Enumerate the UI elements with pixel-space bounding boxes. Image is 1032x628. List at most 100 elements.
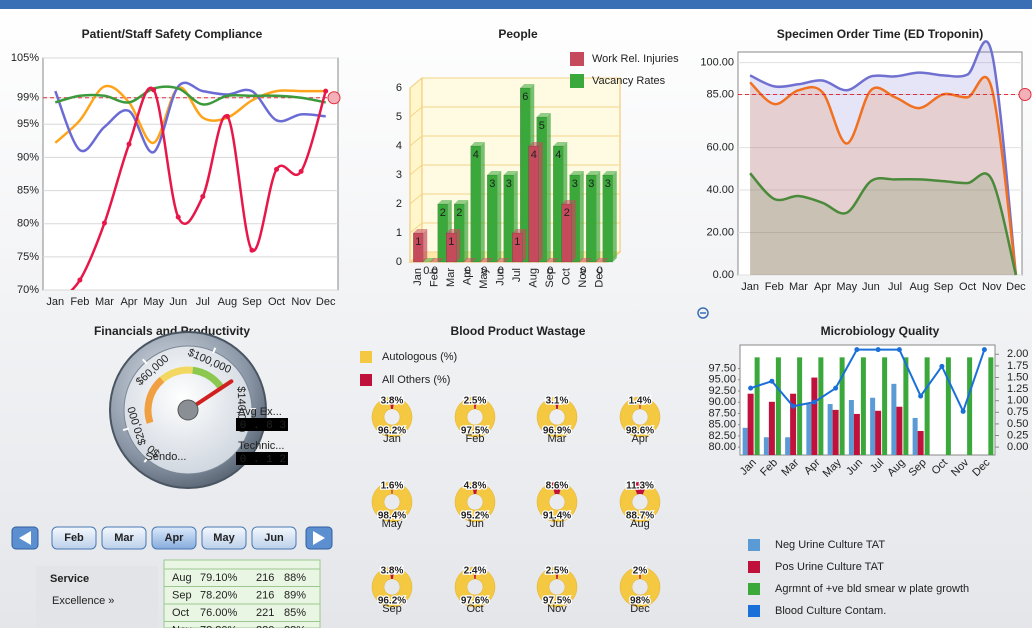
series-area [750, 76, 1016, 275]
series-line [54, 81, 326, 154]
category-label: Apr [631, 433, 648, 445]
nav-month-label[interactable]: May [213, 532, 235, 544]
bar [917, 430, 924, 455]
data-label: 96.2% [378, 426, 406, 437]
point [981, 347, 987, 353]
data-label: 2% [633, 566, 648, 577]
service-title: Service [50, 573, 89, 585]
nav-month-button[interactable] [201, 526, 247, 550]
collapse-icon[interactable] [697, 307, 709, 319]
nav-month-label[interactable]: Mar [114, 532, 134, 544]
gauge-tick [122, 427, 130, 432]
y2-tick-label: 0.25 [1007, 429, 1028, 441]
donut-slice [619, 396, 661, 438]
point [298, 168, 304, 174]
y-tick-label: 95% [17, 118, 39, 130]
data-label: 8.6% [546, 481, 569, 492]
table-cell: 85% [284, 607, 306, 619]
data-label: 4 [531, 149, 537, 161]
category-label: Jan [383, 433, 401, 445]
grid-line [409, 77, 620, 89]
y-tick-label: 3 [396, 169, 402, 181]
point [748, 385, 754, 391]
chart-title: Microbiology Quality [821, 324, 940, 338]
table-cell: 216 [256, 572, 274, 584]
y-tick-label: 0.00 [713, 269, 734, 281]
bar-top [578, 258, 593, 262]
plot-area [739, 344, 996, 456]
data-label: 0 [432, 265, 438, 277]
legend-swatch [360, 374, 372, 386]
bar [790, 393, 797, 455]
y-tick-label: 97.50 [708, 362, 736, 374]
x-tick-label: May [478, 268, 490, 289]
data-label: 2 [456, 207, 462, 219]
nav-month-button[interactable] [151, 526, 197, 550]
y-tick-label: 92.50 [708, 385, 736, 397]
table-cell: 216 [256, 589, 274, 601]
point [769, 378, 775, 384]
nav-month-button[interactable] [101, 526, 147, 550]
donut-slice [473, 397, 477, 410]
donut-slice [473, 567, 477, 580]
bar-top [545, 258, 560, 262]
bar-top [479, 258, 494, 262]
header-bar [0, 0, 1032, 9]
y-tick-label: 85.00 [708, 419, 736, 431]
x-tick-label: Dec [316, 296, 336, 308]
bar [768, 401, 775, 455]
bar [811, 377, 818, 455]
x-tick-label: Dec [1006, 281, 1026, 293]
y-tick-label: 82.50 [708, 430, 736, 442]
point [126, 141, 132, 147]
bar-top [470, 142, 485, 146]
x-tick-label: Feb [429, 268, 441, 287]
point [323, 88, 329, 94]
x-tick-label: Jul [888, 281, 902, 293]
data-label: 97.5% [543, 596, 571, 607]
x-tick-label: Jun [169, 296, 187, 308]
y-tick-label: 80.00 [708, 441, 736, 453]
y-tick-label: 85.00 [706, 88, 734, 100]
donut-slice [536, 566, 578, 608]
data-label: 2.5% [464, 396, 487, 407]
bar [827, 404, 833, 455]
grid-line [409, 135, 620, 147]
nav-month-button[interactable] [251, 526, 297, 550]
bar-top [437, 200, 452, 204]
bar-side [596, 171, 601, 262]
table-cell: 220 [256, 624, 274, 628]
data-label: 3.8% [381, 566, 404, 577]
table-cell: 221 [256, 607, 274, 619]
data-label: 96.2% [378, 596, 406, 607]
data-label: 0 [580, 265, 586, 277]
data-label: 3 [588, 178, 594, 190]
donut-slice [638, 567, 642, 580]
data-label: 1 [448, 236, 454, 248]
nav-month-label[interactable]: Feb [64, 532, 84, 544]
y-tick-label: 99% [17, 92, 39, 104]
legend-swatch [748, 561, 760, 573]
donut-slice [555, 567, 559, 580]
bar [924, 357, 930, 455]
x-tick-label: Sep [242, 296, 262, 308]
service-link[interactable]: Excellence » [52, 595, 114, 607]
y-tick-label: 90% [17, 151, 39, 163]
y-tick-label: 100.00 [700, 57, 734, 69]
nav-month-button[interactable] [51, 526, 97, 550]
nav-month-label[interactable]: Apr [165, 532, 185, 544]
nav-month-label[interactable]: Jun [264, 532, 284, 544]
point [790, 403, 796, 409]
bar-top [569, 171, 584, 175]
legend-label: Autologous (%) [382, 351, 457, 363]
data-label: 2.4% [464, 566, 487, 577]
target-marker [1018, 87, 1032, 101]
data-label: 1 [514, 236, 520, 248]
data-label: 5 [539, 120, 545, 132]
donut-slice [390, 482, 394, 495]
point [101, 220, 107, 226]
chart-title: People [498, 27, 538, 41]
donut-slice [619, 482, 661, 523]
nav-prev-arrow [19, 531, 31, 545]
